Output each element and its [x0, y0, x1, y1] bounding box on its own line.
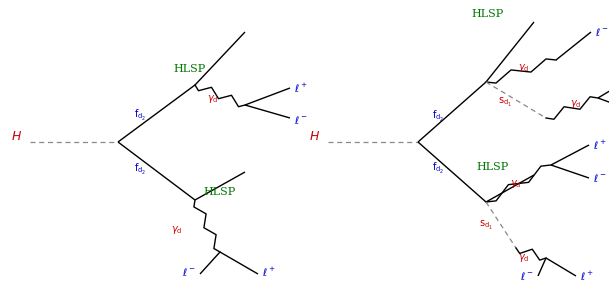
Text: $\gamma_\mathrm{d}$: $\gamma_\mathrm{d}$ — [171, 224, 183, 236]
Text: $\mathrm{f_{d_2}}$: $\mathrm{f_{d_2}}$ — [134, 108, 147, 123]
Text: $\mathrm{f_{d_2}}$: $\mathrm{f_{d_2}}$ — [134, 162, 147, 177]
Text: HLSP: HLSP — [203, 187, 235, 197]
Text: $\ell^-$: $\ell^-$ — [520, 270, 534, 282]
Text: $H$: $H$ — [309, 131, 320, 143]
Text: $\gamma_\mathrm{d}$: $\gamma_\mathrm{d}$ — [570, 98, 582, 110]
Text: $\gamma_\mathrm{d}$: $\gamma_\mathrm{d}$ — [207, 93, 219, 105]
Text: HLSP: HLSP — [174, 64, 206, 74]
Text: $\ell^+$: $\ell^+$ — [262, 266, 276, 279]
Text: $\gamma_\mathrm{d}$: $\gamma_\mathrm{d}$ — [518, 252, 529, 264]
Text: $\ell^-$: $\ell^-$ — [294, 114, 308, 126]
Text: $\ell^-$: $\ell^-$ — [595, 26, 609, 38]
Text: $\gamma_\mathrm{d}$: $\gamma_\mathrm{d}$ — [518, 62, 530, 74]
Text: $\mathrm{s_{d_1}}$: $\mathrm{s_{d_1}}$ — [498, 95, 512, 108]
Text: $\mathrm{f_{d_2}}$: $\mathrm{f_{d_2}}$ — [432, 108, 444, 124]
Text: $\ell^-$: $\ell^-$ — [182, 266, 196, 278]
Text: $\mathrm{s_{d_1}}$: $\mathrm{s_{d_1}}$ — [479, 218, 493, 231]
Text: $\ell^-$: $\ell^-$ — [593, 172, 607, 184]
Text: $\gamma_\mathrm{d}$: $\gamma_\mathrm{d}$ — [510, 178, 522, 190]
Text: HLSP: HLSP — [477, 162, 509, 172]
Text: $\mathrm{f_{d_2}}$: $\mathrm{f_{d_2}}$ — [432, 160, 444, 176]
Text: $\ell^+$: $\ell^+$ — [294, 82, 308, 95]
Text: $\ell^+$: $\ell^+$ — [593, 138, 607, 152]
Text: $H$: $H$ — [11, 131, 22, 143]
Text: HLSP: HLSP — [472, 9, 504, 19]
Text: $\ell^+$: $\ell^+$ — [580, 270, 594, 283]
